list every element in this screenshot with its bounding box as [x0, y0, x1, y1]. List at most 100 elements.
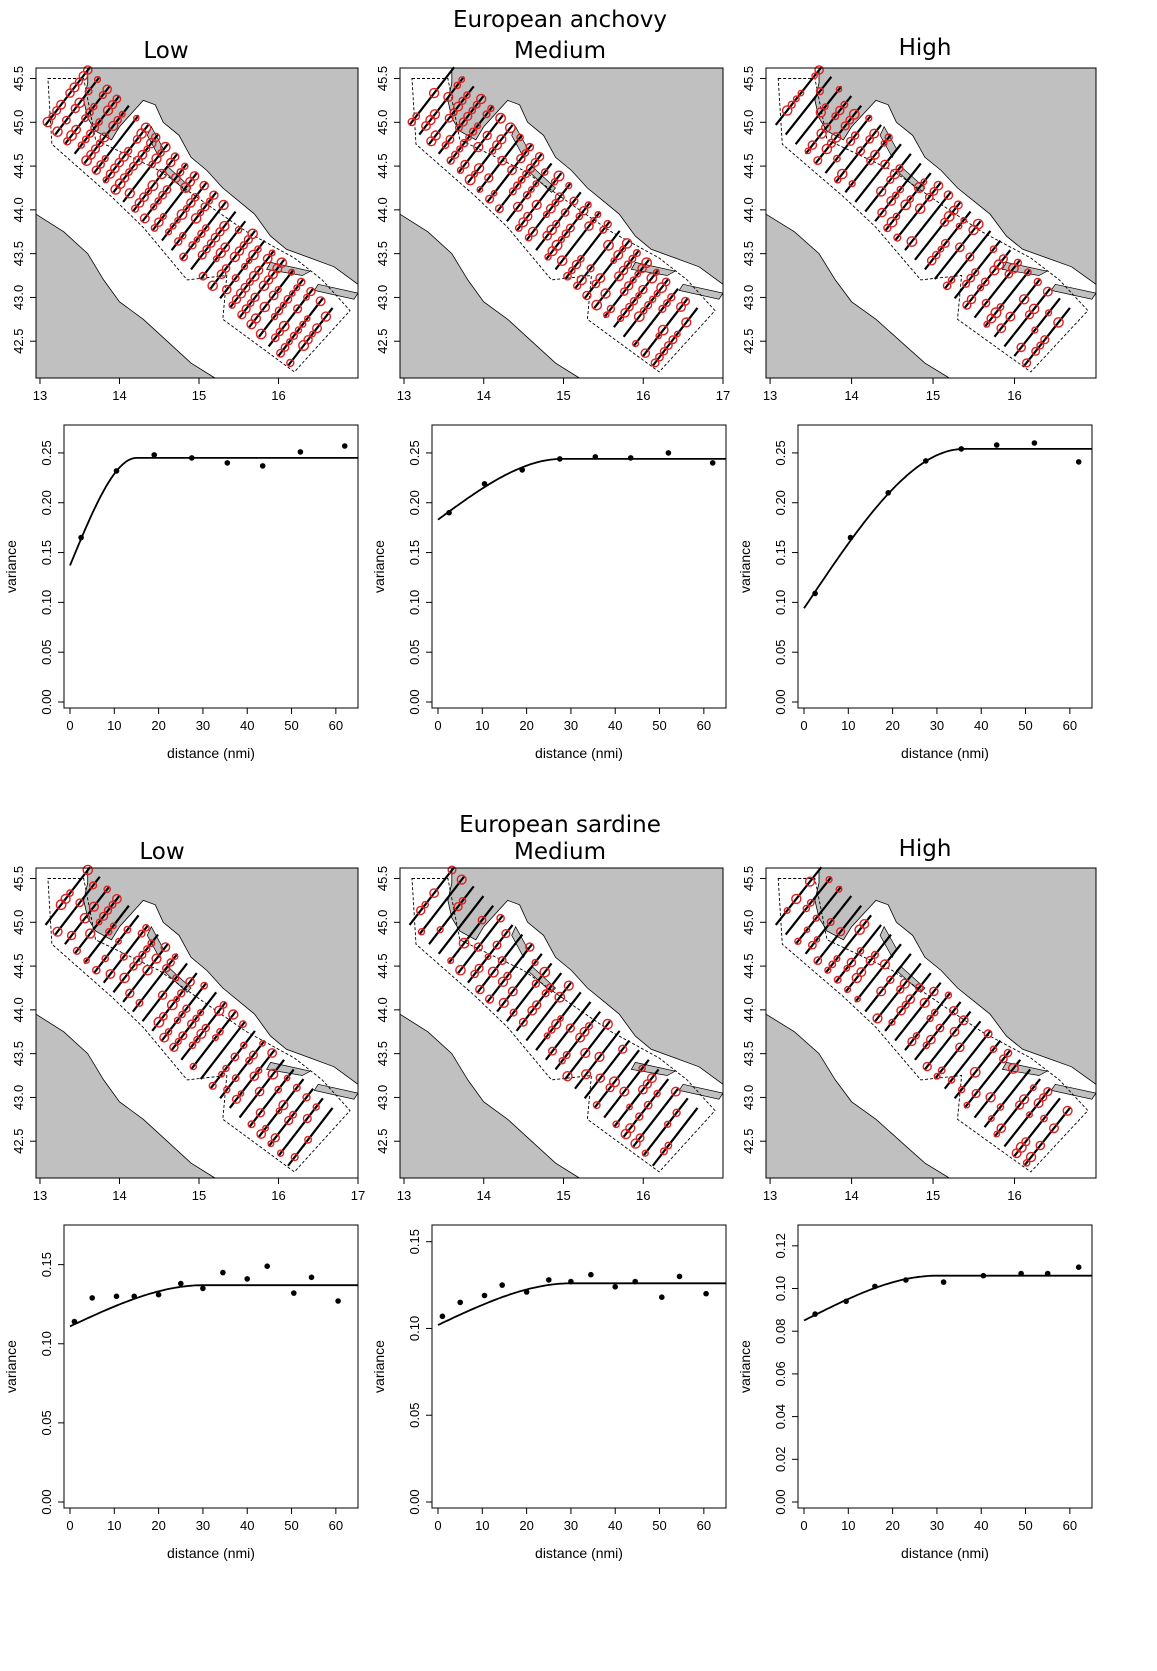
sample-circle — [532, 1000, 542, 1010]
x-tick-label: 30 — [196, 1518, 210, 1533]
sample-circle — [845, 136, 856, 146]
transect-line — [199, 1020, 247, 1080]
transect-line — [794, 885, 843, 945]
sample-circle — [429, 888, 439, 898]
sample-circle — [150, 132, 161, 143]
sample-circle — [591, 299, 603, 311]
sample-circle — [594, 1051, 605, 1063]
sample-circle — [289, 331, 299, 341]
sample-circle — [495, 112, 506, 124]
x-tick-label: 30 — [564, 1518, 578, 1533]
data-point — [523, 1289, 530, 1295]
data-point — [843, 1298, 849, 1305]
sample-circle — [103, 906, 113, 915]
plot-frame — [431, 1224, 727, 1509]
sample-circle — [546, 224, 558, 236]
y-tick-label: 45.5 — [375, 866, 390, 891]
transect-line — [238, 259, 285, 319]
x-tick-label: 50 — [1018, 718, 1032, 733]
sample-circle — [186, 1019, 197, 1029]
sample-circle — [107, 99, 118, 110]
x-tick-label: 15 — [192, 1188, 206, 1203]
sample-circle — [102, 84, 112, 95]
sample-circle — [154, 197, 162, 205]
data-point — [847, 534, 854, 541]
transect-line — [161, 182, 208, 242]
sample-circle — [674, 330, 681, 338]
sample-circle — [66, 889, 74, 897]
data-point — [151, 452, 157, 458]
sample-circle — [628, 254, 637, 263]
sample-circle — [485, 994, 495, 1004]
sample-circle — [650, 358, 660, 368]
sample-circle — [1040, 335, 1050, 345]
y-tick-label: 43.5 — [741, 1041, 756, 1066]
transect-line — [476, 133, 524, 194]
sample-circle — [983, 1029, 993, 1039]
transects — [774, 866, 1073, 1167]
sample-circle — [496, 134, 507, 145]
y-tick-label: 44.0 — [741, 197, 756, 222]
sample-circle — [1005, 311, 1016, 322]
sample-circle — [892, 212, 901, 221]
sample-circle — [929, 186, 939, 196]
sample-circle — [262, 253, 273, 264]
sample-circle — [234, 226, 243, 234]
sample-circle — [626, 1103, 633, 1111]
y-tick-label: 0.05 — [407, 640, 422, 665]
sample-circle — [599, 225, 608, 234]
x-tick-label: 0 — [800, 718, 807, 733]
sample-circle — [892, 191, 900, 199]
plot-frame — [431, 424, 727, 709]
x-tick-label: 20 — [519, 1518, 533, 1533]
sample-circle — [901, 1000, 910, 1010]
sample-circle — [150, 224, 159, 232]
transect-line — [794, 85, 843, 145]
sample-circle — [955, 222, 963, 230]
transect-line — [131, 153, 179, 213]
sample-circle — [551, 198, 560, 207]
map-1-0: 13 14 15 16 17 42.5 43.0 43.5 44.0 44.5 45.0 45.5 — [11, 864, 365, 1203]
y-tick-label: 0.10 — [407, 1316, 422, 1341]
sample-circle — [833, 955, 841, 963]
data-point — [341, 443, 348, 449]
sample-circle — [672, 1108, 681, 1118]
sample-circle — [147, 939, 156, 948]
transect-line — [642, 297, 689, 357]
sample-circle — [77, 141, 86, 149]
sample-circle — [95, 139, 104, 148]
transect-line — [983, 268, 1032, 328]
x-tick-label: 15 — [192, 388, 206, 403]
transect-line — [467, 924, 514, 984]
x-tick-label: 15 — [556, 1188, 570, 1203]
transect-line — [505, 962, 553, 1022]
sample-circle — [169, 222, 177, 230]
sample-circle — [165, 157, 176, 168]
sample-circle — [270, 1133, 280, 1143]
sample-circle — [914, 983, 924, 992]
transect-line — [774, 866, 823, 926]
sample-circle — [201, 1023, 211, 1033]
sample-circle — [869, 128, 880, 139]
model-curve — [437, 1282, 726, 1326]
sample-circle — [846, 957, 857, 968]
sample-circle — [985, 1092, 996, 1103]
sample-circle — [174, 1037, 182, 1046]
sample-circle — [497, 956, 507, 966]
sample-circle — [815, 87, 825, 96]
sample-circle — [279, 301, 288, 309]
sample-circle — [1008, 262, 1019, 274]
sample-circle — [210, 232, 221, 243]
sample-circle — [629, 276, 637, 284]
sample-circle — [160, 141, 171, 153]
y-tick-label: 43.0 — [11, 1085, 26, 1110]
x-tick-label: 50 — [284, 1518, 298, 1533]
sample-circle — [219, 1001, 228, 1009]
sample-circle — [216, 1028, 224, 1036]
sample-circle — [200, 981, 209, 990]
sample-circle — [231, 1094, 242, 1104]
sample-circle — [1036, 341, 1045, 350]
sample-circle — [453, 901, 463, 912]
sample-circle — [996, 323, 1007, 334]
sample-circle — [267, 1048, 277, 1058]
